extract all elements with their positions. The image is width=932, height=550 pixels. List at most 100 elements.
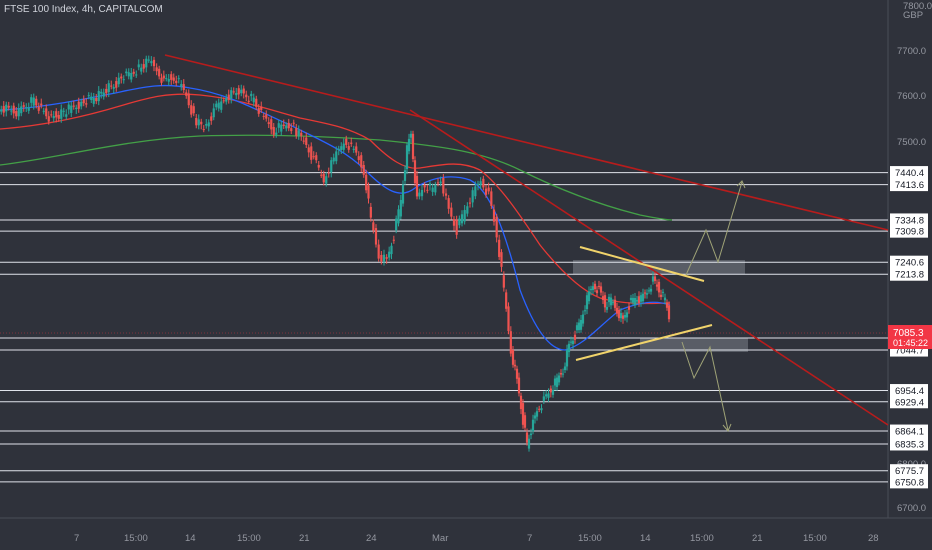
candle-body	[145, 58, 148, 68]
level-label-badge	[890, 464, 928, 478]
candle-body	[345, 138, 348, 145]
candle-body	[122, 79, 125, 81]
level-label: 7044.7	[895, 346, 924, 357]
projection-down-path	[681, 341, 729, 431]
candle-body	[147, 59, 150, 61]
candle-body	[460, 214, 464, 224]
candle-body	[559, 373, 563, 375]
candle-body	[557, 375, 561, 383]
projection-up-arrowhead	[736, 180, 746, 189]
candle-body	[621, 315, 625, 319]
candle-body	[585, 295, 589, 310]
level-label-badge	[890, 395, 928, 409]
candle-body	[458, 218, 461, 226]
candle-body	[367, 185, 370, 199]
candle-body	[565, 349, 569, 367]
candle-body	[200, 121, 203, 125]
candle-body	[315, 155, 318, 161]
candle-body	[60, 109, 63, 119]
horizontal-levels	[0, 172, 888, 483]
candle-body	[397, 209, 400, 224]
candle-body	[270, 119, 273, 130]
x-tick-label: 15:00	[124, 533, 148, 544]
candle-body	[82, 99, 85, 104]
candle-body	[635, 299, 639, 302]
candle-body	[77, 101, 80, 109]
candle-body	[357, 156, 360, 160]
candle-body	[369, 206, 372, 218]
candle-body	[617, 310, 621, 319]
level-label-badge	[890, 437, 928, 451]
candle-body	[350, 142, 353, 144]
candle-body	[237, 88, 240, 95]
candle-body	[466, 206, 469, 214]
candle-body	[52, 116, 55, 119]
candle-body	[155, 67, 158, 72]
candle-body	[272, 127, 275, 135]
candle-body	[428, 183, 432, 186]
level-label: 6775.7	[895, 466, 924, 477]
candle-body	[235, 93, 238, 96]
level-label: 6835.3	[895, 439, 924, 450]
candle-body	[307, 147, 310, 153]
candle-body	[75, 107, 78, 110]
candle-body	[260, 106, 263, 110]
candle-body	[607, 296, 611, 303]
candle-body	[450, 207, 453, 217]
candle-body	[533, 415, 537, 419]
level-label-badge	[890, 384, 928, 398]
x-tick-label: 7	[527, 533, 532, 544]
candle-body	[479, 181, 482, 185]
candle-body	[285, 125, 288, 129]
candle-body	[102, 92, 105, 97]
candle-body	[330, 160, 333, 173]
candle-body	[265, 114, 268, 119]
candle-body	[561, 373, 565, 375]
candle-body	[242, 88, 245, 94]
candle-body	[300, 132, 303, 136]
candle-body	[653, 276, 657, 281]
candle-body	[230, 90, 233, 99]
candle-body	[436, 182, 440, 184]
candle-body	[599, 286, 603, 293]
candle-body	[22, 105, 25, 107]
candle-body	[395, 218, 398, 231]
candle-body	[317, 165, 320, 168]
candle-body	[140, 67, 143, 72]
level-label: 7413.6	[895, 180, 924, 191]
candle-body	[312, 156, 315, 158]
candle-body	[185, 92, 188, 96]
candle-body	[280, 124, 283, 132]
candle-body	[551, 390, 555, 395]
candle-body	[292, 122, 295, 124]
candle-body	[637, 296, 641, 303]
candle-body	[623, 315, 627, 318]
candle-body	[631, 297, 635, 303]
candle-body	[67, 104, 70, 110]
candle-body	[573, 334, 577, 340]
candle-body	[377, 244, 380, 259]
candlestick-series	[0, 55, 671, 452]
candle-body	[32, 97, 35, 106]
chart-title: FTSE 100 Index, 4h, CAPITALCOM	[4, 4, 163, 15]
candle-body	[471, 190, 474, 203]
candle-body	[495, 216, 498, 238]
last-price-badge	[888, 325, 932, 349]
candle-body	[619, 313, 623, 319]
candle-body	[372, 222, 375, 231]
level-label-badge	[890, 475, 928, 489]
candle-body	[158, 68, 161, 77]
candle-body	[431, 187, 434, 192]
candle-body	[401, 184, 405, 204]
candle-body	[190, 105, 193, 115]
candle-body	[107, 83, 110, 93]
candle-body	[411, 133, 415, 160]
candle-body	[405, 145, 409, 170]
candle-body	[327, 172, 330, 174]
candle-body	[70, 105, 73, 113]
candle-body	[7, 105, 10, 108]
candle-body	[605, 306, 609, 310]
candle-body	[439, 181, 442, 184]
candle-body	[127, 72, 130, 77]
